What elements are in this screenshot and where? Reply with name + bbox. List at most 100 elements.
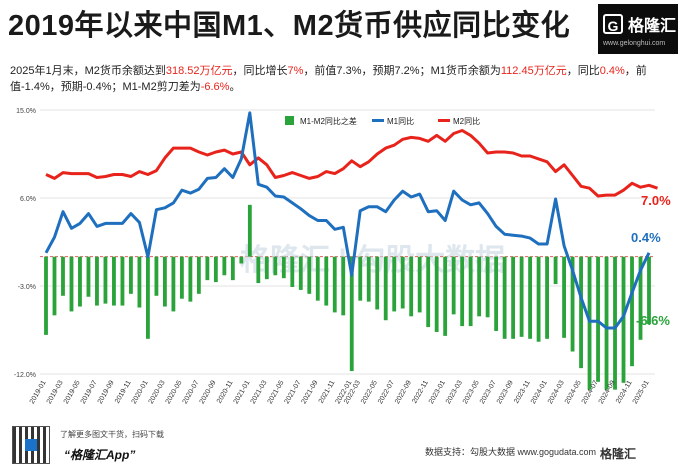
diff-bar bbox=[103, 256, 108, 304]
diff-bar bbox=[477, 256, 482, 317]
m1-end-label: 0.4% bbox=[631, 230, 661, 245]
summary-part: 。 bbox=[229, 81, 241, 93]
legend-label: M2同比 bbox=[453, 116, 480, 126]
diff-bar bbox=[61, 256, 65, 296]
diff-bar bbox=[129, 256, 133, 294]
end-annotations: 7.0% 0.4% -6.6% bbox=[631, 193, 671, 328]
diff-bar bbox=[613, 256, 617, 390]
x-tick-label: 2021-11 bbox=[318, 379, 337, 404]
m1-growth: 0.4% bbox=[599, 65, 625, 77]
diff-bar bbox=[332, 256, 337, 313]
diff-bar bbox=[579, 256, 583, 369]
x-tick-label: 2020-11 bbox=[216, 379, 235, 404]
m2-balance: 318.52万亿元 bbox=[165, 65, 233, 77]
diff-bar bbox=[44, 256, 48, 335]
diff-bar bbox=[460, 256, 465, 327]
m1-line bbox=[44, 111, 651, 330]
diff-bar bbox=[596, 256, 600, 382]
diff-bar bbox=[290, 256, 295, 287]
diff-bar bbox=[528, 256, 533, 339]
y-tick-label: 6.0% bbox=[20, 196, 36, 203]
diff-end-label: -6.6% bbox=[636, 313, 670, 328]
x-tick-label: 2024-11 bbox=[615, 379, 634, 404]
diff-bar bbox=[298, 256, 303, 290]
summary-part: ，同比 bbox=[566, 65, 600, 77]
diff-bar bbox=[587, 256, 592, 390]
diff-bar bbox=[383, 256, 388, 321]
diff-bar bbox=[647, 256, 651, 325]
diff-bar bbox=[179, 256, 184, 299]
diff-bar bbox=[621, 256, 626, 383]
diff-bar bbox=[264, 256, 269, 280]
diff-bar bbox=[69, 256, 74, 312]
m2-line bbox=[45, 129, 658, 198]
diff-bar bbox=[146, 256, 150, 339]
diff-bar bbox=[638, 256, 643, 340]
brand-logo: G 格隆汇 www.gelonghui.com bbox=[598, 4, 678, 54]
diff-bar bbox=[443, 256, 448, 336]
summary-text: 2025年1月末，M2货币余额达到318.52万亿元，同比增长7%，前值7.3%… bbox=[10, 63, 665, 95]
diff-bar bbox=[392, 256, 397, 312]
m2-end-label: 7.0% bbox=[641, 193, 671, 208]
summary-part: ，同比增长 bbox=[232, 65, 288, 77]
diff-bar bbox=[196, 256, 201, 294]
diff-bar bbox=[451, 256, 456, 315]
diff-bar bbox=[154, 256, 159, 296]
diff-bar bbox=[630, 256, 634, 367]
series-lines bbox=[44, 111, 658, 330]
logo-icon: G bbox=[603, 14, 623, 34]
diff-bar bbox=[213, 256, 218, 283]
diff-bar bbox=[562, 256, 566, 338]
logo-brand-text: 格隆汇 bbox=[628, 18, 677, 35]
diff-bar bbox=[78, 256, 82, 307]
diff-bar bbox=[349, 256, 354, 372]
diff-bar bbox=[230, 256, 235, 281]
diff-bar bbox=[468, 256, 473, 327]
m1-balance: 112.45万亿元 bbox=[500, 65, 567, 77]
y-tick-label: 15.0% bbox=[16, 108, 36, 115]
diff-bar bbox=[604, 256, 609, 390]
diff-bar bbox=[502, 256, 507, 339]
diff-bar bbox=[86, 256, 91, 297]
diff-bar bbox=[188, 256, 193, 302]
diff-bar bbox=[222, 256, 227, 276]
diff-bar bbox=[137, 256, 142, 308]
qr-logo-icon bbox=[25, 439, 37, 451]
diff-bar bbox=[307, 256, 312, 294]
summary-part: 2025年1月末，M2货币余额达到 bbox=[10, 65, 166, 77]
spread-value: -6.6% bbox=[200, 81, 230, 93]
diff-bar bbox=[400, 256, 405, 309]
footer-app-name: “格隆汇App” bbox=[64, 448, 136, 462]
diff-bar bbox=[324, 256, 329, 306]
diff-bar bbox=[239, 256, 244, 264]
chart-grid bbox=[40, 109, 655, 375]
corner-brand: 格隆汇 bbox=[600, 447, 637, 461]
data-source: 数据支持：勾股大数据 www.gogudata.com bbox=[425, 447, 597, 457]
diff-bar bbox=[247, 204, 252, 257]
diff-bar bbox=[120, 256, 125, 306]
y-tick-label: -12.0% bbox=[14, 372, 36, 379]
summary-part: ，前值7.3%，预期7.2%；M1货币余额为 bbox=[303, 65, 501, 77]
diff-bar bbox=[485, 256, 490, 318]
legend-swatch-diff bbox=[285, 116, 294, 125]
legend-label: M1同比 bbox=[387, 116, 414, 126]
diff-bars bbox=[44, 204, 651, 390]
diff-bar bbox=[256, 256, 261, 284]
diff-bar bbox=[171, 256, 176, 312]
diff-bar bbox=[553, 256, 558, 285]
diff-bar bbox=[112, 256, 116, 306]
diff-bar bbox=[375, 256, 380, 310]
legend-label: M1-M2同比之差 bbox=[300, 116, 357, 126]
x-tick-label: 2025-01 bbox=[632, 379, 651, 405]
diff-bar bbox=[205, 256, 210, 281]
diff-bar bbox=[494, 256, 499, 331]
y-tick-label: -3.0% bbox=[18, 284, 36, 291]
diff-bar bbox=[545, 256, 549, 339]
diff-bar bbox=[409, 256, 414, 317]
diff-bar bbox=[519, 256, 524, 337]
chart-title: 2019年以来中国M1、M2货币供应同比变化 bbox=[8, 10, 571, 42]
diff-bar bbox=[536, 256, 541, 342]
diff-bar bbox=[273, 256, 278, 276]
x-tick-label: 2023-11 bbox=[513, 379, 532, 404]
